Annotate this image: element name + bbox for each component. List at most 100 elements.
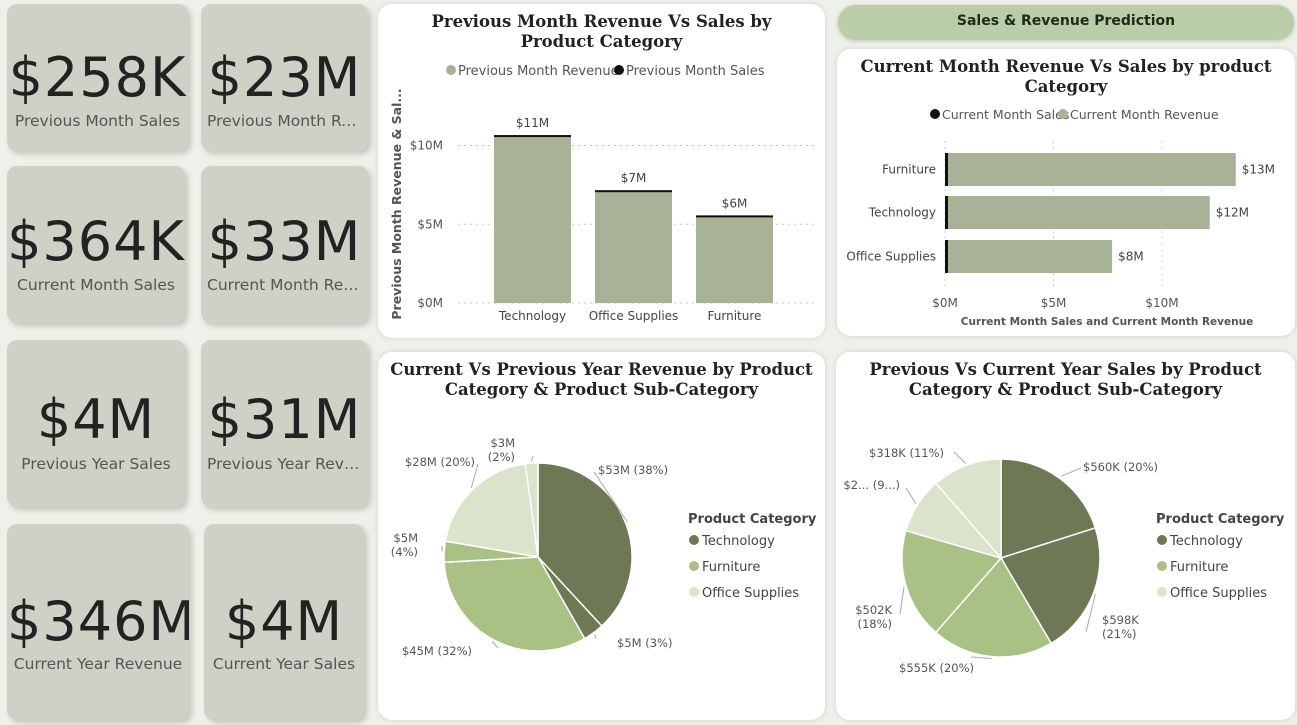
sales-bar[interactable] [945,240,948,273]
legend-furniture-marker [1157,561,1167,571]
legend-title: Product Category [688,512,817,527]
legend-revenue-label: Previous Month Revenue [458,64,619,79]
revenue-bar[interactable] [945,240,1113,273]
leader-line [531,455,534,462]
kpi-label: Current Year Revenue [13,655,183,673]
legend-furniture-label: Furniture [702,560,760,575]
kpi-current-year-sales: $4M Current Year Sales [204,524,364,720]
kpi-current-month-sales: $364K Current Month Sales [7,166,185,323]
kpi-label: Current Year Sales [212,655,356,673]
revenue-bar[interactable] [494,136,571,303]
slice-label: $5M (3%) [617,636,672,650]
pie-slice[interactable] [444,463,539,558]
slice-label: $3M (2%) [488,436,515,464]
x-tick-label: $0M [932,296,958,310]
year-revenue-pie-panel: Current Vs Previous Year Revenue by Prod… [378,352,825,720]
kpi-label: Current Month Revenue [207,276,362,294]
y-tick-label: $5M [417,217,443,231]
slice-label: $598K (21%) [1102,613,1139,641]
legend-sales-marker [930,109,940,119]
data-label: $7M [621,171,647,185]
leader-line [594,634,597,640]
pie-slice[interactable] [537,462,633,628]
slice-label: $5M (4%) [391,531,418,559]
kpi-previous-month-sales: $258K Previous Month Sales [7,4,188,151]
x-tick-label: $5M [1041,296,1067,310]
leader-line [899,586,905,615]
kpi-current-month-revenue: $33M Current Month Revenue [201,166,368,323]
pie-slice[interactable] [934,556,1053,658]
slice-label: $28M (20%) [405,455,475,469]
pie-slice[interactable] [901,529,1003,634]
revenue-bar[interactable] [595,191,672,303]
y-tick-label: Office Supplies [846,250,936,264]
revenue-bar[interactable] [945,153,1236,186]
y-axis-label: Previous Month Revenue & Sal... [389,88,404,319]
sales-bar[interactable] [595,190,672,193]
sales-revenue-prediction-button[interactable]: Sales & Revenue Prediction [838,5,1294,40]
previous-month-bar-chart: Previous Month Revenue Previous Month Sa… [389,64,818,323]
legend: Product Category Technology Furniture Of… [1156,512,1285,601]
data-label: $13M [1242,163,1275,177]
slice-label: $560K (20%) [1083,460,1158,474]
y-tick-label: Technology [868,206,936,220]
pie-slice[interactable] [524,462,539,558]
chart-title: Current Vs Previous Year Revenue by Prod… [390,360,813,399]
kpi-value: $33M [207,210,362,273]
kpi-value: $23M [207,46,362,109]
kpi-current-year-revenue: $346M Current Year Revenue [7,524,189,720]
pie-slice[interactable] [443,556,586,652]
kpi-value: $4M [36,388,156,451]
pie-slice[interactable] [934,458,1002,561]
legend-technology-marker [1157,535,1167,545]
legend-revenue-label: Current Month Revenue [1070,107,1219,122]
leader-line [953,451,966,464]
legend-office-supplies-marker [1157,587,1167,597]
slice-label: $318K (11%) [869,446,944,460]
data-label: $6M [722,196,748,210]
current-month-bar-chart: Current Month Sales Current Month Revenu… [846,107,1275,328]
legend-furniture-label: Furniture [1170,560,1228,575]
legend-technology-label: Technology [1169,534,1243,549]
revenue-bar[interactable] [945,196,1210,229]
chart-title: Current Month Revenue Vs Sales by produc… [860,57,1272,96]
sales-bar[interactable] [696,215,773,218]
legend-title: Product Category [1156,512,1285,527]
legend-office-supplies-label: Office Supplies [702,586,799,601]
slice-label: $45M (32%) [402,644,472,658]
legend-sales-label: Current Month Sales [942,107,1069,122]
legend-furniture-marker [689,561,699,571]
sales-bar[interactable] [945,196,948,229]
pie-slice[interactable] [999,526,1101,645]
legend: Product Category Technology Furniture Of… [688,512,817,601]
year-sales-pie-chart: $560K (20%) $598K (21%) $555K (20%) $502K (18… [843,446,1285,675]
previous-month-chart-panel: Previous Month Revenue Vs Sales by Produ… [378,4,825,338]
data-label: $12M [1216,206,1249,220]
legend: Current Month Sales Current Month Revenu… [930,107,1219,122]
x-tick-label: $10M [1145,296,1178,310]
pie-slice[interactable] [1000,458,1097,560]
kpi-label: Previous Month Sales [14,112,181,130]
kpi-label: Previous Year Revenue [207,455,362,473]
revenue-bar[interactable] [696,216,773,303]
leader-line [491,641,499,649]
leader-line [470,463,479,489]
leader-line [593,471,628,523]
chart-title: Previous Vs Current Year Sales by Produc… [869,360,1262,399]
y-tick-label: $10M [410,139,443,153]
data-label: $11M [516,116,549,130]
sales-bar[interactable] [945,153,948,186]
leader-line [905,487,917,505]
kpi-label: Previous Year Sales [21,455,171,473]
legend-technology-label: Technology [701,534,775,549]
kpi-previous-year-revenue: $31M Previous Year Revenue [201,340,368,507]
legend: Previous Month Revenue Previous Month Sa… [446,64,765,79]
x-tick-label: Technology [498,309,566,323]
kpi-value: $346M [7,590,189,653]
kpi-previous-month-revenue: $23M Previous Month Revenue [201,4,368,151]
leader-line [970,656,992,660]
slice-label: $2... (9...) [843,478,900,492]
leader-line [1060,467,1082,477]
sales-bar[interactable] [494,135,571,138]
kpi-value: $4M [224,590,344,653]
